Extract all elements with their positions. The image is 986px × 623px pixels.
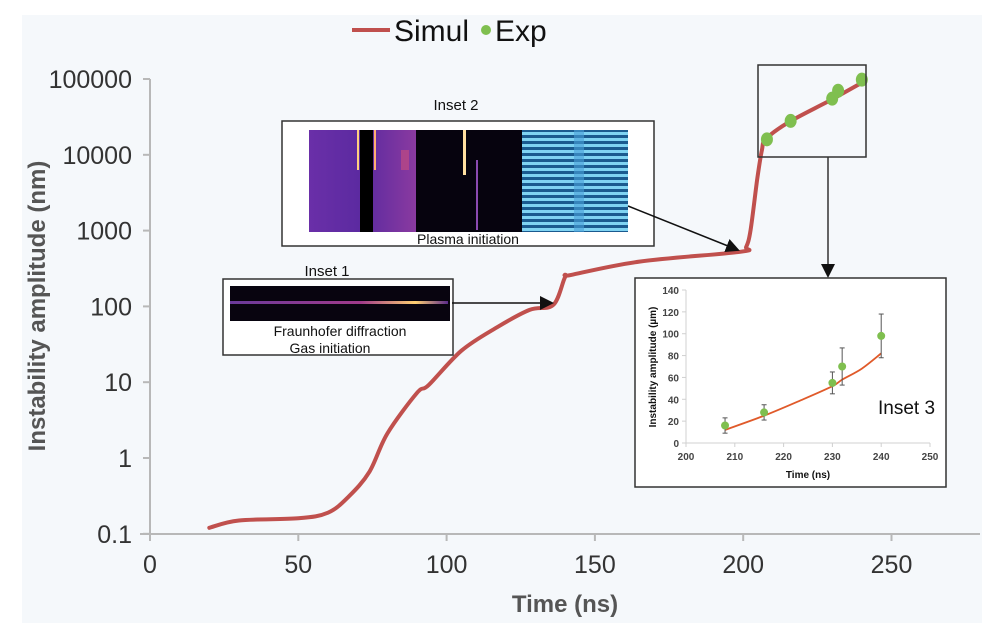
inset-3-y-tick-label: 140 [662,286,679,297]
inset-2-arrow [627,205,740,253]
inset-1-title: Inset 1 [304,263,349,280]
x-tick-label: 250 [871,551,913,579]
inset-3-x-tick-label: 210 [726,452,743,463]
inset-3-y-tick-label: 120 [662,308,679,319]
inset-3-frame [634,277,947,488]
x-ticks: 0 50 100 150 200 250 [143,534,912,579]
x-tick-label: 150 [574,551,616,579]
exp-point [760,132,773,147]
inset-2-caption: Plasma initiation [417,231,519,247]
inset-3-x-tick-label: 230 [824,452,841,463]
y-tick-label: 0.1 [97,521,132,549]
inset3-zoom-box [757,64,867,158]
simul-line [207,81,863,530]
inset-3-exp-point [838,362,847,371]
y-tick-label: 100 [90,293,132,321]
inset-1-caption-line1: Fraunhofer diffraction [274,323,407,339]
inset-3-exp-point [721,421,730,430]
y-axis-title: Instability amplitude (nm) [24,161,51,452]
inset-3-label: Inset 3 [878,398,935,419]
y-ticks: 0.1 1 10 100 1000 10000 100000 [49,66,150,549]
inset-3-exp-point [760,408,769,417]
inset-3-x-tick-label: 220 [775,452,792,463]
inset-3-y-tick-label: 80 [668,352,680,363]
y-tick-label: 10000 [62,142,132,170]
inset-3-x-ticks: 200 210 220 230 240 250 [678,443,939,463]
inset-3: 0 20 40 60 80 100 120 140 200 210 220 230 240 250 In… [634,277,947,488]
inset-2: Inset 2 Plasma initiation [281,97,740,253]
y-tick-label: 1000 [76,218,132,246]
inset-1-image [230,286,450,321]
inset-1: Inset 1 Fraunhofer diffraction Gas initi… [222,263,554,356]
inset-3-exp-points [721,313,886,434]
x-tick-label: 0 [143,551,157,579]
x-axis-title: Time (ns) [512,591,618,618]
exp-point [832,83,845,98]
inset-3-y-tick-label: 60 [668,373,680,384]
legend: Simul Exp [352,15,547,48]
inset-3-exp-point [828,378,837,387]
exp-point [784,113,797,128]
x-tick-label: 100 [426,551,468,579]
y-tick-label: 100000 [49,66,132,94]
inset-3-x-tick-label: 240 [873,452,890,463]
exp-point [855,72,868,87]
inset-2-image [309,130,628,232]
inset-1-caption-line2: Gas initiation [290,340,371,356]
legend-simul-label: Simul [394,15,469,48]
inset-3-y-tick-label: 20 [668,417,680,428]
exp-points [760,72,868,147]
x-tick-label: 50 [284,551,312,579]
inset-3-x-title: Time (ns) [786,470,830,481]
inset-3-y-tick-label: 100 [662,330,679,341]
inset-3-y-tick-label: 0 [673,439,679,450]
x-tick-label: 200 [722,551,764,579]
inset-3-y-title: Instability amplitude (µm) [648,307,659,428]
inset-3-y-ticks: 0 20 40 60 80 100 120 140 [662,286,686,450]
inset-2-title: Inset 2 [433,97,478,114]
inset-3-x-tick-label: 200 [678,452,695,463]
y-tick-label: 10 [104,369,132,397]
inset-3-y-tick-label: 40 [668,395,680,406]
inset-3-exp-point [877,331,886,340]
legend-exp-label: Exp [495,15,547,48]
y-tick-label: 1 [118,445,132,473]
legend-exp-swatch [481,25,491,35]
inset-3-x-tick-label: 250 [922,452,939,463]
